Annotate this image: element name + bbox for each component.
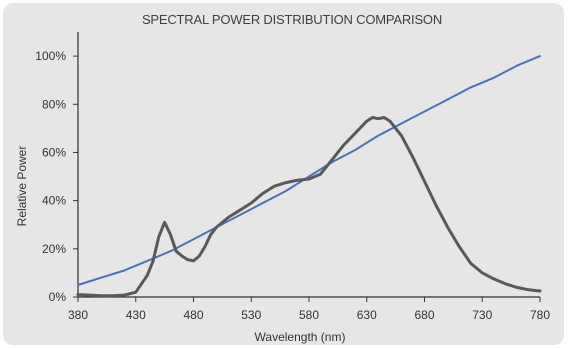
x-axis-label: Wavelength (nm) (255, 330, 346, 344)
series-group (76, 55, 542, 298)
x-ticks: 380 430 480 530 580 630 680 730 780 (68, 297, 550, 322)
y-tick-label: 40% (42, 194, 66, 208)
y-tick-label: 0% (49, 290, 67, 304)
x-tick-label: 380 (68, 308, 88, 322)
y-axis-label: Relative Power (15, 146, 29, 227)
y-ticks: 0% 20% 40% 60% 80% 100% (35, 49, 78, 304)
y-tick-label: 80% (42, 97, 66, 111)
x-tick-label: 680 (414, 308, 434, 322)
x-tick-label: 580 (299, 308, 319, 322)
chart-card (3, 3, 564, 345)
x-tick-label: 630 (357, 308, 377, 322)
x-tick-label: 480 (183, 308, 203, 322)
x-tick-label: 430 (126, 308, 146, 322)
x-tick-label: 730 (472, 308, 492, 322)
chart-title: SPECTRAL POWER DISTRIBUTION COMPARISON (142, 12, 442, 27)
y-tick-label: 60% (42, 145, 66, 159)
x-tick-label: 530 (241, 308, 261, 322)
axes (77, 32, 540, 298)
series-line-reference (77, 55, 541, 286)
series-line-measured (76, 116, 542, 298)
y-tick-label: 20% (42, 242, 66, 256)
x-tick-label: 780 (530, 308, 550, 322)
y-tick-label: 100% (35, 49, 66, 63)
